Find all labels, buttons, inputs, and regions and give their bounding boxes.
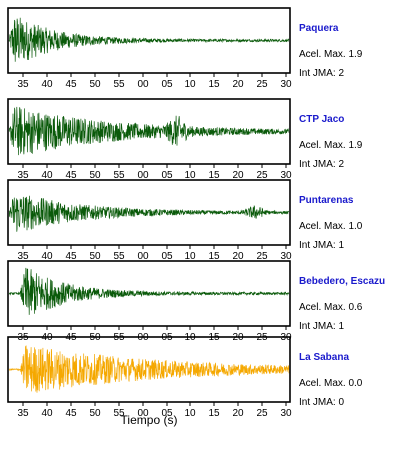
panel-frame bbox=[7, 98, 291, 165]
x-tick-label: 25 bbox=[256, 408, 268, 419]
station-info-5: La Sabana Acel. Max. 0.0 Int JMA: 0 bbox=[299, 351, 407, 410]
x-tick-label: 20 bbox=[232, 79, 244, 90]
x-tick-label: 35 bbox=[17, 408, 29, 419]
station-info-1: Paquera Acel. Max. 1.9 Int JMA: 2 bbox=[299, 22, 407, 81]
x-tick-label: 30 bbox=[280, 251, 292, 262]
x-tick-label: 40 bbox=[41, 251, 53, 262]
waveform-5 bbox=[8, 345, 290, 393]
jma-intensity: Int JMA: 1 bbox=[299, 321, 345, 332]
waveform-3 bbox=[8, 195, 290, 232]
x-tick-label: 40 bbox=[41, 408, 53, 419]
x-tick-label: 50 bbox=[89, 170, 101, 181]
x-tick-label: 25 bbox=[256, 170, 268, 181]
max-acceleration: Acel. Max. 1.9 bbox=[299, 49, 363, 60]
x-tick-label: 30 bbox=[280, 170, 292, 181]
station-info-3: Puntarenas Acel. Max. 1.0 Int JMA: 1 bbox=[299, 194, 407, 253]
x-tick-label: 30 bbox=[280, 408, 292, 419]
x-tick-label: 55 bbox=[113, 170, 125, 181]
max-acceleration: Acel. Max. 0.0 bbox=[299, 378, 363, 389]
x-tick-label: 55 bbox=[113, 408, 125, 419]
x-tick-label: 50 bbox=[89, 251, 101, 262]
x-tick-label: 55 bbox=[113, 251, 125, 262]
x-tick-label: 45 bbox=[65, 170, 77, 181]
panel-3: 35 40 45 50 55 00 05 10 15 20 25 30 bbox=[7, 179, 292, 262]
station-name: Bebedero, Escazu bbox=[299, 276, 386, 287]
panel-4: 35 40 45 50 55 00 05 10 15 20 25 30 bbox=[7, 260, 292, 343]
x-tick-label: 00 bbox=[137, 79, 149, 90]
x-tick-label: 15 bbox=[208, 170, 220, 181]
x-tick-label: 40 bbox=[41, 79, 53, 90]
x-tick-label: 10 bbox=[184, 79, 196, 90]
station-name: Puntarenas bbox=[299, 195, 354, 206]
waveform-4 bbox=[8, 267, 290, 315]
x-tick-label: 50 bbox=[89, 408, 101, 419]
panel-frame bbox=[7, 336, 291, 403]
jma-intensity: Int JMA: 0 bbox=[299, 397, 345, 408]
x-tick-label: 10 bbox=[184, 408, 196, 419]
x-tick-label: 20 bbox=[232, 170, 244, 181]
x-tick-label: 35 bbox=[17, 251, 29, 262]
x-tick-label: 25 bbox=[256, 79, 268, 90]
jma-intensity: Int JMA: 2 bbox=[299, 68, 345, 79]
x-tick-label: 05 bbox=[161, 408, 173, 419]
station-info-2: CTP Jaco Acel. Max. 1.9 Int JMA: 2 bbox=[299, 113, 407, 172]
x-tick-label: 00 bbox=[137, 170, 149, 181]
waveform-2 bbox=[8, 106, 290, 156]
x-tick-label: 15 bbox=[208, 408, 220, 419]
panel-frame bbox=[7, 179, 291, 246]
panel-frame bbox=[7, 7, 291, 74]
x-tick-label: 35 bbox=[17, 170, 29, 181]
x-tick-label: 00 bbox=[137, 408, 149, 419]
x-tick-label: 50 bbox=[89, 79, 101, 90]
x-tick-label: 45 bbox=[65, 251, 77, 262]
x-tick-label: 20 bbox=[232, 408, 244, 419]
x-tick-label: 20 bbox=[232, 251, 244, 262]
jma-intensity: Int JMA: 1 bbox=[299, 240, 345, 251]
x-tick-label: 25 bbox=[256, 251, 268, 262]
x-tick-label: 05 bbox=[161, 251, 173, 262]
x-tick-label: 05 bbox=[161, 79, 173, 90]
x-axis-label: Tiempo (s) bbox=[120, 413, 178, 427]
x-tick-label: 45 bbox=[65, 408, 77, 419]
panel-5: 35 40 45 50 55 00 05 10 15 20 25 30 bbox=[7, 336, 292, 419]
x-tick-label: 15 bbox=[208, 251, 220, 262]
x-tick-label: 10 bbox=[184, 251, 196, 262]
station-name: Paquera bbox=[299, 23, 339, 34]
waveform-1 bbox=[8, 17, 290, 62]
panel-2: 35 40 45 50 55 00 05 10 15 20 25 30 bbox=[7, 98, 292, 181]
max-acceleration: Acel. Max. 1.9 bbox=[299, 140, 363, 151]
x-tick-label: 35 bbox=[17, 79, 29, 90]
x-tick-label: 45 bbox=[65, 79, 77, 90]
x-tick-label: 30 bbox=[280, 79, 292, 90]
max-acceleration: Acel. Max. 1.0 bbox=[299, 221, 363, 232]
x-tick-label: 00 bbox=[137, 251, 149, 262]
x-tick-label: 05 bbox=[161, 170, 173, 181]
x-tick-label: 40 bbox=[41, 170, 53, 181]
station-info-4: Bebedero, Escazu Acel. Max. 0.6 Int JMA: 1 bbox=[299, 275, 407, 334]
x-tick-label: 10 bbox=[184, 170, 196, 181]
jma-intensity: Int JMA: 2 bbox=[299, 159, 345, 170]
station-name: CTP Jaco bbox=[299, 114, 345, 125]
max-acceleration: Acel. Max. 0.6 bbox=[299, 302, 363, 313]
x-tick-label: 55 bbox=[113, 79, 125, 90]
station-name: La Sabana bbox=[299, 352, 350, 363]
panel-1: 35 40 45 50 55 00 05 10 15 20 25 30 bbox=[7, 7, 292, 90]
panel-frame bbox=[7, 260, 291, 327]
x-tick-label: 15 bbox=[208, 79, 220, 90]
